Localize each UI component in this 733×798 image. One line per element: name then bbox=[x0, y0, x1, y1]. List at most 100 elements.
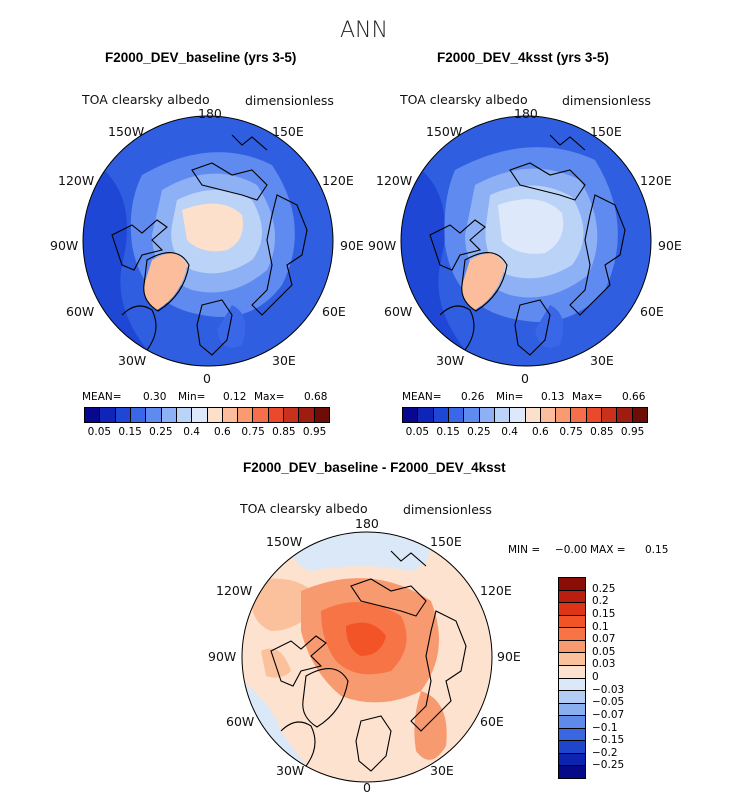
panel1-lon-90e: 90E bbox=[340, 238, 364, 253]
colorbar-tick-label: −0.1 bbox=[592, 721, 618, 734]
panel3-map bbox=[241, 531, 493, 783]
panel2-title: F2000_DEV_4ksst (yrs 3-5) bbox=[437, 50, 609, 65]
colorbar-swatch bbox=[559, 766, 585, 778]
panel3-colorbar bbox=[558, 577, 586, 779]
colorbar-swatch bbox=[586, 408, 603, 422]
panel2-lon-0: 0 bbox=[521, 371, 529, 386]
panel1-mean-value: 0.30 bbox=[143, 391, 167, 403]
panel2-map bbox=[400, 115, 652, 367]
colorbar-swatch bbox=[510, 408, 526, 422]
panel3-min-label: MIN = bbox=[508, 544, 541, 556]
colorbar-swatch bbox=[559, 678, 585, 692]
panel3-colorbar-ticks: 0.25 0.2 0.15 0.1 0.07 0.05 0.03 0 −0.03 −0.05 −0.… bbox=[592, 577, 652, 779]
colorbar-swatch bbox=[115, 408, 131, 422]
colorbar-tick-label: 0 bbox=[592, 671, 599, 683]
colorbar-swatch bbox=[448, 408, 465, 422]
colorbar-swatch bbox=[176, 408, 193, 422]
colorbar-tick-label: 0.2 bbox=[592, 595, 609, 608]
panel3-lon-90e: 90E bbox=[497, 649, 521, 664]
panel1-lon-0: 0 bbox=[203, 371, 211, 386]
panel2-mean-value: 0.26 bbox=[461, 391, 485, 403]
panel2-lon-30w: 30W bbox=[436, 353, 465, 368]
colorbar-tick-label: 0.95 bbox=[620, 426, 645, 438]
panel1-lon-90w: 90W bbox=[50, 238, 79, 253]
panel3-max-value: 0.15 bbox=[645, 544, 669, 556]
panel2-min-value: 0.13 bbox=[541, 391, 565, 403]
panel2-lon-30e: 30E bbox=[590, 353, 614, 368]
colorbar-swatch bbox=[85, 408, 101, 422]
colorbar-tick-label: 0.03 bbox=[592, 658, 616, 671]
panel1-variable: TOA clearsky albedo bbox=[82, 92, 210, 107]
colorbar-swatch bbox=[207, 408, 223, 422]
colorbar-swatch bbox=[559, 603, 585, 616]
panel3-lon-30e: 30E bbox=[430, 763, 454, 778]
colorbar-swatch bbox=[559, 653, 585, 666]
panel1-lon-150w: 150W bbox=[108, 124, 145, 139]
colorbar-tick-label: 0.25 bbox=[149, 426, 173, 438]
colorbar-tick-label: 0.15 bbox=[118, 426, 142, 438]
panel1-lon-120w: 120W bbox=[58, 173, 95, 188]
colorbar-tick-label: 0.15 bbox=[436, 426, 460, 438]
panel3-units: dimensionless bbox=[403, 502, 492, 517]
colorbar-swatch bbox=[559, 665, 585, 679]
colorbar-tick-label: 0.6 bbox=[532, 426, 549, 438]
colorbar-swatch bbox=[559, 615, 585, 629]
colorbar-swatch bbox=[571, 408, 587, 422]
panel3-lon-180: 180 bbox=[355, 516, 379, 531]
panel2-lon-150e: 150E bbox=[590, 124, 622, 139]
panel2-colorbar-ticks: 0.05 0.15 0.25 0.4 0.6 0.75 0.85 0.95 bbox=[402, 426, 648, 440]
colorbar-swatch bbox=[494, 408, 511, 422]
panel2-min-label: Min= bbox=[496, 391, 524, 403]
panel1-min-value: 0.12 bbox=[223, 391, 247, 403]
panel2-max-value: 0.66 bbox=[622, 391, 646, 403]
colorbar-swatch bbox=[253, 408, 269, 422]
colorbar-swatch bbox=[192, 408, 208, 422]
panel3-lon-30w: 30W bbox=[276, 763, 305, 778]
panel1-colorbar-ticks: 0.05 0.15 0.25 0.4 0.6 0.75 0.85 0.95 bbox=[84, 426, 330, 440]
panel1-lon-60e: 60E bbox=[322, 304, 346, 319]
colorbar-tick-label: 0.4 bbox=[183, 426, 200, 438]
colorbar-swatch bbox=[632, 408, 647, 422]
colorbar-tick-label: 0.15 bbox=[592, 607, 616, 620]
panel2-units: dimensionless bbox=[562, 93, 651, 108]
panel3-max-label: MAX = bbox=[590, 544, 626, 556]
panel3-lon-60w: 60W bbox=[226, 714, 255, 729]
colorbar-swatch bbox=[238, 408, 254, 422]
panel2-lon-60e: 60E bbox=[640, 304, 664, 319]
colorbar-swatch bbox=[559, 741, 585, 754]
colorbar-tick-label: 0.4 bbox=[501, 426, 518, 438]
panel3-lon-90w: 90W bbox=[208, 649, 237, 664]
main-title: ANN bbox=[340, 18, 388, 43]
panel2-colorbar bbox=[402, 407, 648, 423]
colorbar-tick-label: 0.05 bbox=[592, 645, 616, 658]
colorbar-tick-label: −0.25 bbox=[592, 759, 625, 772]
colorbar-swatch bbox=[130, 408, 147, 422]
panel1-lon-60w: 60W bbox=[66, 304, 95, 319]
panel2-lon-90w: 90W bbox=[368, 238, 397, 253]
colorbar-swatch bbox=[540, 408, 557, 422]
colorbar-swatch bbox=[268, 408, 285, 422]
panel3-variable: TOA clearsky albedo bbox=[240, 501, 368, 516]
colorbar-tick-label: −0.15 bbox=[592, 734, 625, 747]
panel1-lon-30e: 30E bbox=[272, 353, 296, 368]
colorbar-swatch bbox=[146, 408, 162, 422]
panel1-min-label: Min= bbox=[178, 391, 206, 403]
panel2-lon-90e: 90E bbox=[658, 238, 682, 253]
colorbar-swatch bbox=[403, 408, 419, 422]
colorbar-tick-label: −0.2 bbox=[592, 746, 618, 759]
panel3-lon-120w: 120W bbox=[216, 583, 253, 598]
colorbar-swatch bbox=[559, 640, 585, 654]
panel1-lon-150e: 150E bbox=[272, 124, 304, 139]
colorbar-tick-label: 0.07 bbox=[592, 633, 616, 646]
panel3-lon-120e: 120E bbox=[480, 583, 512, 598]
panel3-lon-60e: 60E bbox=[480, 714, 504, 729]
colorbar-tick-label: 0.25 bbox=[592, 582, 616, 595]
panel3-title: F2000_DEV_baseline - F2000_DEV_4ksst bbox=[243, 460, 506, 475]
panel2-variable: TOA clearsky albedo bbox=[400, 92, 528, 107]
panel1-lon-180: 180 bbox=[198, 106, 222, 121]
panel2-lon-150w: 150W bbox=[426, 124, 463, 139]
colorbar-swatch bbox=[418, 408, 434, 422]
panel3-lon-0: 0 bbox=[363, 780, 371, 795]
panel1-units: dimensionless bbox=[245, 93, 334, 108]
colorbar-swatch bbox=[559, 703, 585, 717]
